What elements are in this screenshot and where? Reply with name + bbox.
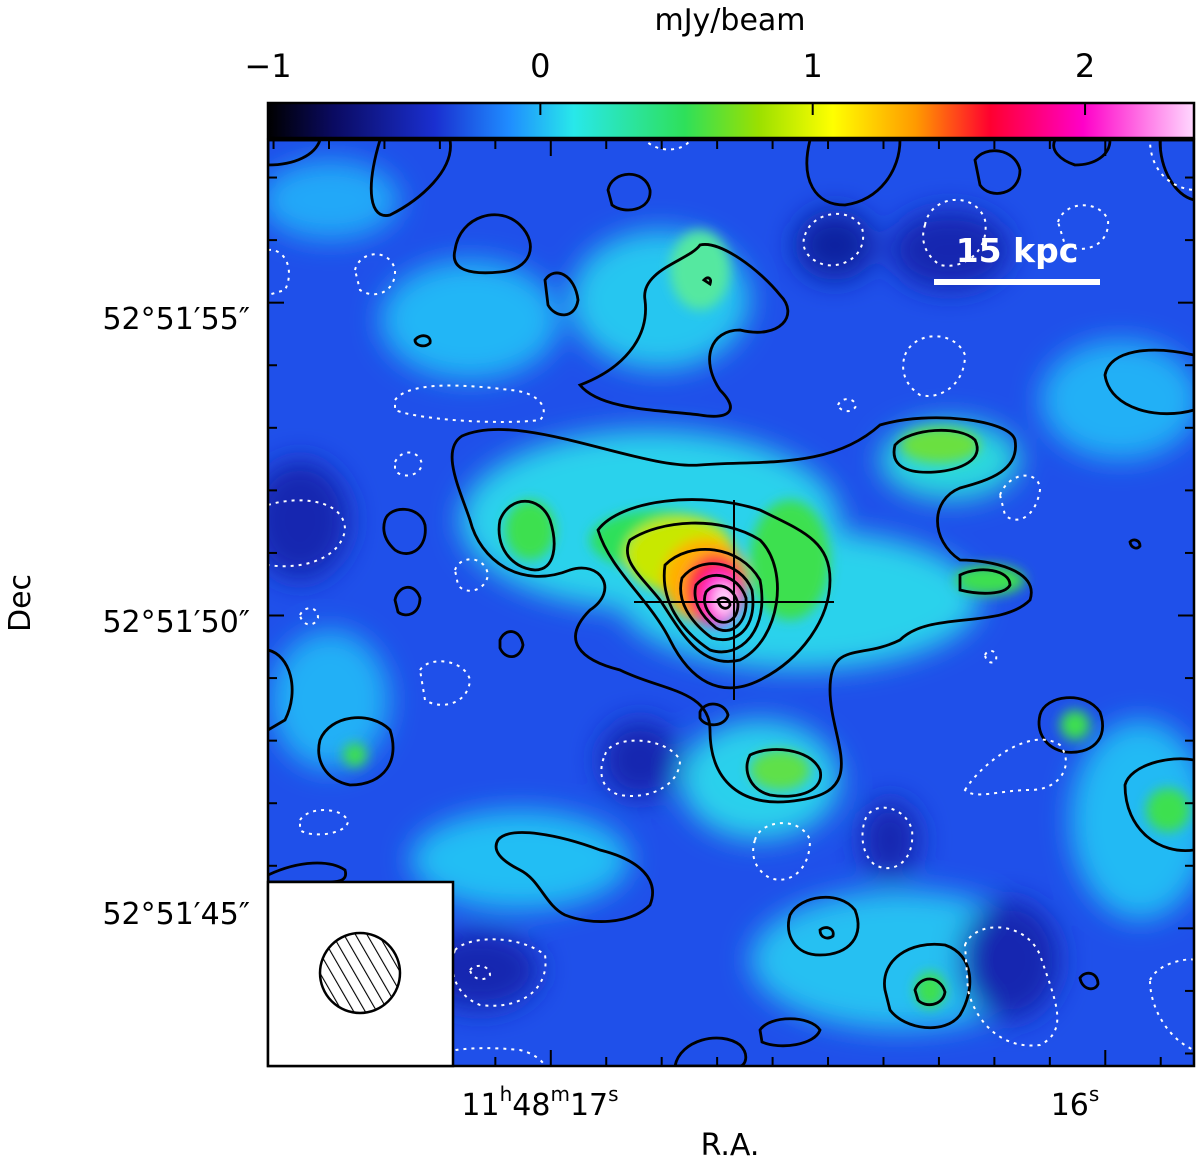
colorbar-label: mJy/beam xyxy=(654,3,805,38)
axis-ticks xyxy=(268,140,1194,1066)
colorbar-tick-label: 2 xyxy=(1075,47,1095,85)
y-tick-labels: 52°51′55″ 52°51′50″ 52°51′45″ xyxy=(102,302,250,932)
y-tick-label: 52°51′45″ xyxy=(102,897,250,932)
source-marker-cross xyxy=(634,500,834,700)
x-tick-label-2: 16s xyxy=(1051,1082,1100,1123)
colorbar-ticks: −1 0 1 2 xyxy=(244,47,1095,115)
colorbar-tick-label: 0 xyxy=(530,47,550,85)
colorbar-tick-label: 1 xyxy=(803,47,823,85)
colorbar-strip xyxy=(266,101,1196,140)
scale-bar-label: 15 kpc xyxy=(956,231,1079,270)
scale-bar: 15 kpc xyxy=(934,231,1100,285)
x-axis-label: R.A. xyxy=(701,1128,760,1162)
y-tick-label: 52°51′50″ xyxy=(102,605,250,640)
x-tick-label-1: 11h48m17s xyxy=(461,1082,618,1123)
beam-ellipse xyxy=(318,931,402,1015)
x-tick-labels: 11h48m17s 16s xyxy=(461,1082,1099,1123)
negative-contours xyxy=(268,140,1194,1066)
y-axis-label: Dec xyxy=(3,574,38,632)
y-tick-label: 52°51′55″ xyxy=(102,302,250,337)
colorbar-tick-label: −1 xyxy=(244,47,291,85)
positive-contours xyxy=(268,140,1194,1066)
plot-frame xyxy=(266,138,1196,1068)
colorbar: mJy/beam −1 0 1 2 xyxy=(244,3,1196,140)
beam-inset xyxy=(266,880,455,1068)
